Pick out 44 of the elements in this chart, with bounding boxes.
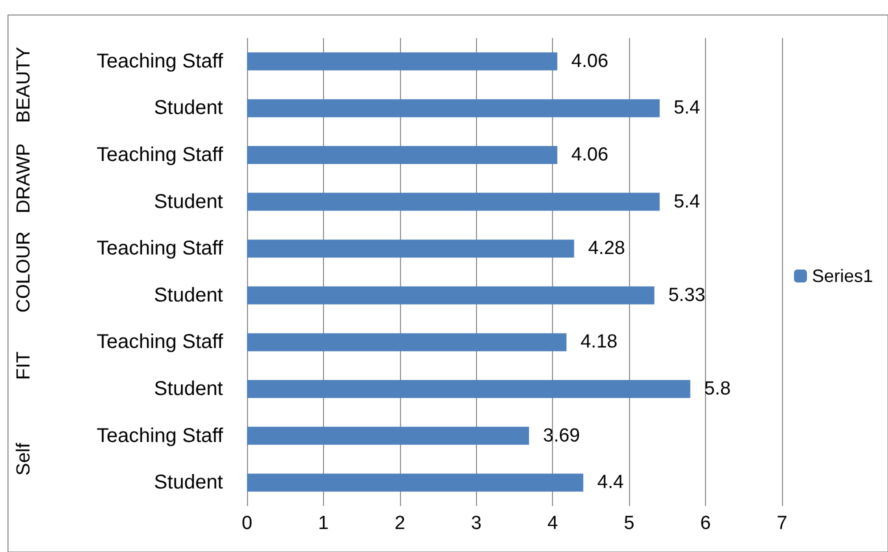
x-tick-label: 7: [776, 513, 788, 534]
bar: [247, 192, 660, 211]
text: DRAWP: [14, 143, 34, 214]
x-tick-label: 3: [470, 513, 482, 534]
text: FIT: [14, 350, 34, 380]
x-tick-label: 1: [318, 513, 329, 534]
bar: [247, 240, 574, 258]
y-tick-label: Teaching Staff: [96, 331, 224, 354]
y-tick-label: Student: [154, 97, 224, 120]
y-tick-label: Teaching Staff: [96, 144, 224, 166]
text: BEAUTY: [14, 46, 34, 123]
data-label: 5.8: [704, 378, 731, 400]
bar: [247, 146, 558, 164]
x-tick-label: 6: [700, 513, 711, 534]
data-label: 4.4: [597, 472, 624, 494]
bar: [247, 333, 566, 352]
y-tick-label: Student: [154, 284, 224, 306]
y-tick-label: Teaching Staff: [96, 424, 224, 447]
data-label: 4.06: [571, 144, 608, 166]
data-label: 4.28: [588, 238, 626, 260]
text: Self: [14, 442, 34, 476]
x-tick-label: 2: [394, 513, 406, 534]
legend-label: Series1: [812, 266, 873, 286]
y-tick-label: Student: [154, 190, 224, 213]
text: COLOUR: [14, 231, 34, 313]
y-tick-label: Student: [154, 378, 224, 400]
x-tick-label: 5: [624, 513, 634, 534]
bar: [247, 474, 584, 492]
y-tick-label: Teaching Staff: [96, 50, 224, 72]
bar: [247, 286, 654, 304]
x-tick-label: 0: [242, 513, 252, 534]
data-label: 4.18: [580, 332, 618, 353]
y-tick-label: Teaching Staff: [96, 238, 224, 260]
bar: [247, 99, 660, 118]
bar: [247, 52, 558, 70]
data-label: 5.4: [674, 191, 701, 212]
data-label: 5.33: [668, 284, 706, 306]
bar: [247, 426, 530, 445]
data-label: 3.69: [543, 425, 580, 446]
bar: [247, 380, 690, 398]
data-label: 5.4: [674, 98, 701, 119]
data-label: 4.06: [571, 50, 608, 72]
x-tick-label: 4: [547, 513, 558, 534]
y-tick-label: Student: [154, 472, 224, 494]
